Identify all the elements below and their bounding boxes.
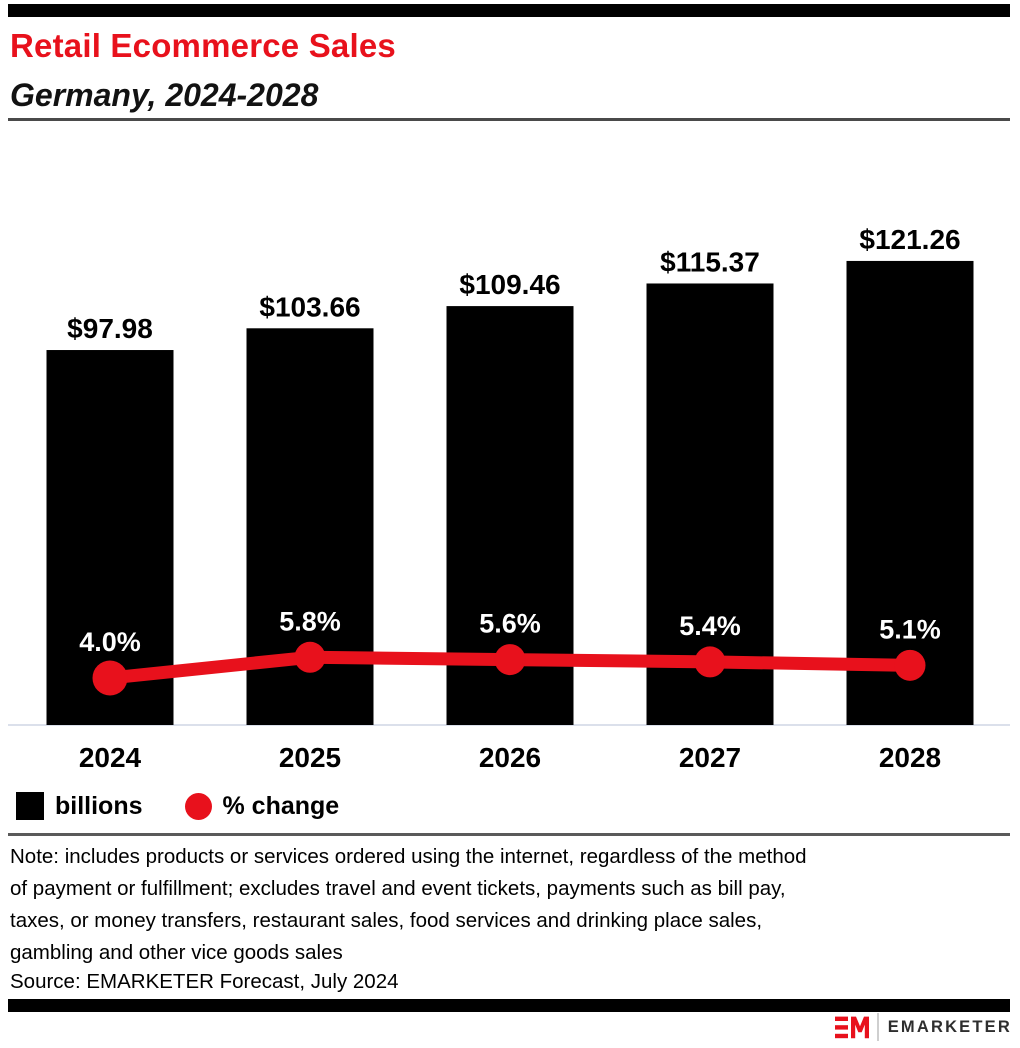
pct-label-2028: 5.1%	[879, 614, 941, 644]
x-axis-label-2027: 2027	[678, 742, 742, 773]
bar-value-2027: $115.37	[660, 246, 760, 277]
emarketer-logo-mark-icon	[834, 1016, 869, 1038]
x-axis-label-2026: 2026	[478, 742, 542, 773]
legend-swatch-billions-icon	[16, 792, 44, 820]
pct-dot-2027	[694, 646, 726, 678]
x-axis-label-2024: 2024	[78, 742, 142, 773]
pct-dot-2026	[494, 644, 526, 676]
bar-value-2024: $97.98	[67, 313, 153, 344]
note-line-2: of payment or fulfillment; excludes trav…	[10, 877, 786, 900]
legend-label-billions: billions	[55, 791, 143, 820]
x-axis-label-2028: 2028	[878, 742, 942, 773]
bar-value-2025: $103.66	[259, 291, 360, 322]
legend-label-pct-change: % change	[222, 791, 340, 820]
note-line-1: Note: includes products or services orde…	[10, 845, 807, 868]
pct-dot-2028	[894, 649, 926, 681]
header-divider	[8, 118, 1010, 121]
pct-dot-2024	[92, 660, 128, 696]
source-text: Source: EMARKETER Forecast, July 2024	[10, 970, 399, 993]
emarketer-wordmark: EMARKETER	[887, 1017, 1012, 1036]
chart-subtitle: Germany, 2024-2028	[10, 77, 319, 113]
bar-value-2026: $109.46	[459, 269, 560, 300]
chart-title: Retail Ecommerce Sales	[10, 27, 396, 64]
bar-value-2028: $121.26	[859, 224, 960, 255]
pct-dot-2025	[294, 641, 326, 673]
bar-line-chart: $97.98 $103.66 $109.46 $115.37 $121.26 4.0% 5.…	[46, 224, 974, 725]
emarketer-logo: EMARKETER	[834, 1012, 1012, 1042]
legend-swatch-pct-change-icon	[184, 792, 212, 820]
note-line-3: taxes, or money transfers, restaurant sa…	[10, 909, 763, 932]
pct-label-2025: 5.8%	[279, 606, 341, 636]
top-rule	[8, 4, 1010, 17]
pct-label-2027: 5.4%	[679, 611, 741, 641]
note-text: Note: includes products or services orde…	[10, 841, 807, 969]
legend: billions % change	[16, 791, 339, 821]
note-divider	[8, 833, 1010, 836]
x-axis-label-2025: 2025	[278, 742, 342, 773]
pct-label-2024: 4.0%	[79, 627, 141, 657]
logo-divider	[876, 1013, 879, 1041]
footer-rule	[8, 999, 1010, 1012]
note-line-4: gambling and other vice goods sales	[10, 941, 343, 964]
bar-2028	[846, 260, 974, 725]
pct-label-2026: 5.6%	[479, 609, 541, 639]
